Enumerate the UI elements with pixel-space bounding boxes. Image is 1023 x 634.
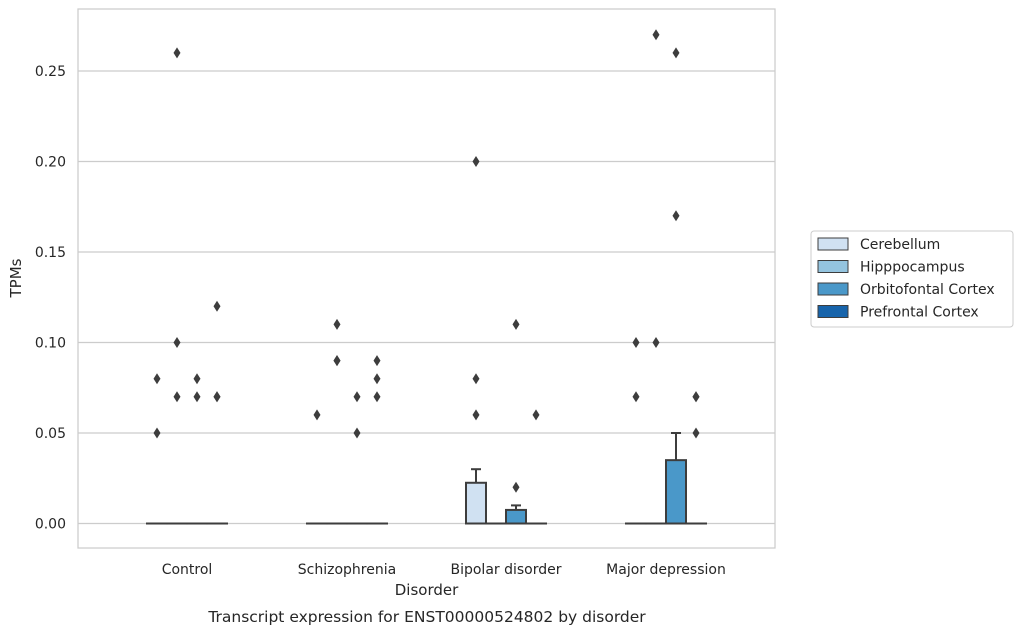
x-tick-label: Major depression [606,562,726,578]
legend-swatch [817,305,849,318]
outlier-point [213,391,221,403]
y-tick-label: 0.15 [35,245,66,261]
outlier-point [313,409,321,421]
box-group [505,504,527,525]
x-axis-label: Disorder [395,581,459,599]
boxes-layer [146,432,707,525]
legend-frame [810,230,1014,328]
plot-frame [77,8,776,549]
legend-label: Cerebellum [860,237,940,253]
outlier-point [512,481,520,493]
y-tick-label: 0.10 [35,336,66,352]
chart-caption: Transcript expression for ENST0000052480… [207,608,646,626]
outlier-point [173,47,181,59]
outlier-point [692,427,700,439]
plot-background [78,9,775,548]
y-tick-labels: 0.00 0.05 0.10 0.15 0.20 0.25 [35,64,66,533]
x-tick-labels: Control Schizophrenia Bipolar disorder Majo… [162,562,726,578]
outlier-point [672,210,680,222]
outlier-point [153,373,161,385]
legend-label: Orbitofontal Cortex [860,282,995,298]
box-group [665,432,687,525]
outlier-point [472,409,480,421]
x-tick-label: Control [162,562,213,578]
outlier-point [632,337,640,348]
outlier-point [532,409,540,421]
outlier-point [353,391,361,403]
legend: Cerebellum Hipppocampus Orbitofontal Corte… [810,230,1014,328]
y-axis-label: TPMs [7,258,25,298]
y-tick-label: 0.05 [35,426,66,442]
outlier-point [472,156,480,167]
legend-label: Prefrontal Cortex [860,305,979,321]
outlier-point [672,47,680,59]
y-tick-label: 0.20 [35,155,66,171]
x-tick-label: Bipolar disorder [450,562,561,578]
legend-swatch [817,237,849,251]
outlier-point [652,337,660,348]
legend-swatch [817,260,849,273]
outlier-point [652,29,660,41]
outlier-point [153,427,161,439]
outlier-point [333,355,341,367]
legend-swatch [817,282,849,296]
outlier-point [373,391,381,403]
outlier-point [373,355,381,367]
x-tick-label: Schizophrenia [298,562,396,578]
outlier-point [632,391,640,403]
outlier-point [353,427,361,439]
y-tick-label: 0.00 [35,517,66,533]
outlier-point [173,391,181,403]
box-group [465,468,487,525]
box-body [465,481,487,525]
box-body [665,459,687,525]
legend-label: Hipppocampus [860,260,965,276]
outlier-point [692,391,700,403]
outlier-point [193,373,201,385]
outliers-layer [153,29,700,493]
outlier-point [373,373,381,385]
y-tick-label: 0.25 [35,64,66,80]
outlier-point [512,318,520,330]
outlier-point [333,318,341,330]
outlier-point [193,391,201,403]
box-body [505,508,527,525]
outlier-point [472,373,480,385]
outlier-point [173,337,181,348]
outlier-point [213,300,221,312]
